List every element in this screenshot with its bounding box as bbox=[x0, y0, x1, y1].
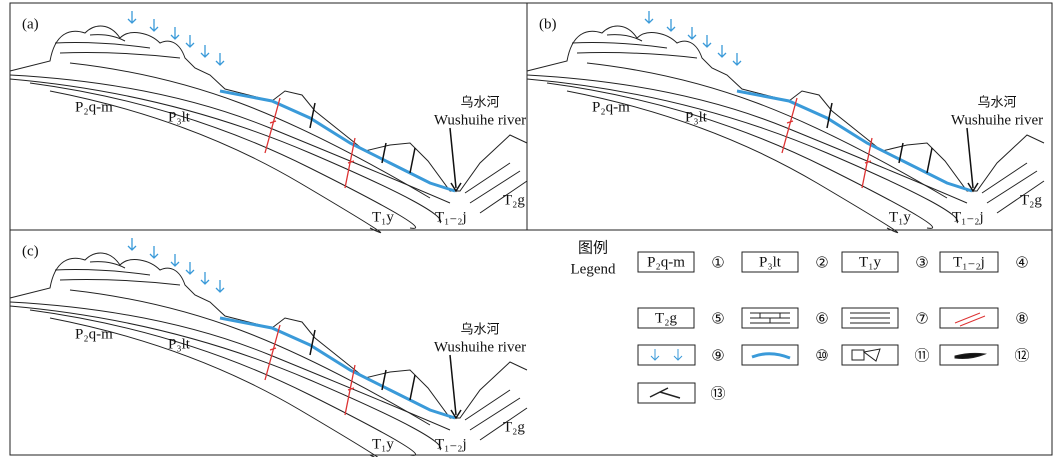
legend-number: ⑦ bbox=[915, 310, 928, 328]
legend-number: ⑬ bbox=[710, 385, 725, 403]
legend-number: ⑨ bbox=[711, 347, 724, 365]
legend-title-cn: 图例 bbox=[578, 239, 608, 257]
unit-label: T₂g bbox=[503, 192, 525, 208]
legend-number: ③ bbox=[915, 254, 928, 272]
legend-number: ⑤ bbox=[711, 310, 724, 328]
river-name-cn: 乌水河 bbox=[977, 95, 1016, 111]
unit-label: T₂g bbox=[1020, 192, 1042, 208]
legend-label: T₁₋₂j bbox=[953, 254, 985, 270]
unit-label: P₃lt bbox=[168, 109, 191, 125]
unit-label: P₃lt bbox=[168, 336, 191, 352]
unit-label: P₃lt bbox=[685, 109, 708, 125]
legend-number: ⑫ bbox=[1014, 347, 1029, 365]
unit-label: T₁₋₂j bbox=[435, 209, 467, 225]
panel-label: (b) bbox=[539, 16, 557, 32]
legend-label: T₂g bbox=[655, 310, 677, 326]
unit-label: P₂q-m bbox=[592, 99, 630, 115]
river-name-cn: 乌水河 bbox=[460, 95, 499, 111]
legend-label: P₃lt bbox=[759, 254, 782, 270]
unit-label: T₁y bbox=[372, 209, 394, 225]
legend-label: P₂q-m bbox=[647, 254, 685, 270]
unit-label: T₂g bbox=[503, 419, 525, 435]
panel-label: (a) bbox=[22, 16, 39, 32]
legend-number: ④ bbox=[1015, 254, 1028, 272]
river-name-en: Wushuihe river bbox=[951, 112, 1043, 128]
unit-label: T₁₋₂j bbox=[435, 436, 467, 452]
legend-number: ⑥ bbox=[815, 310, 828, 328]
legend-number: ⑪ bbox=[914, 347, 929, 365]
river-name-cn: 乌水河 bbox=[460, 322, 499, 338]
river-name-en: Wushuihe river bbox=[434, 112, 526, 128]
unit-label: P₂q-m bbox=[75, 326, 113, 342]
legend-label: T₁y bbox=[859, 254, 881, 270]
unit-label: P₂q-m bbox=[75, 99, 113, 115]
legend-title-en: Legend bbox=[571, 261, 616, 277]
panel-label: (c) bbox=[22, 243, 39, 259]
figure: (a)乌水河Wushuihe riverP₂q-mP₃ltT₁yT₁₋₂jT₂g… bbox=[0, 0, 1054, 457]
legend-number: ① bbox=[711, 254, 724, 272]
legend-number: ② bbox=[815, 254, 828, 272]
outer-frame bbox=[10, 3, 1052, 455]
unit-label: T₁₋₂j bbox=[952, 209, 984, 225]
legend-number: ⑩ bbox=[815, 347, 828, 365]
unit-label: T₁y bbox=[889, 209, 911, 225]
unit-label: T₁y bbox=[372, 436, 394, 452]
legend-number: ⑧ bbox=[1015, 310, 1028, 328]
river-name-en: Wushuihe river bbox=[434, 339, 526, 355]
